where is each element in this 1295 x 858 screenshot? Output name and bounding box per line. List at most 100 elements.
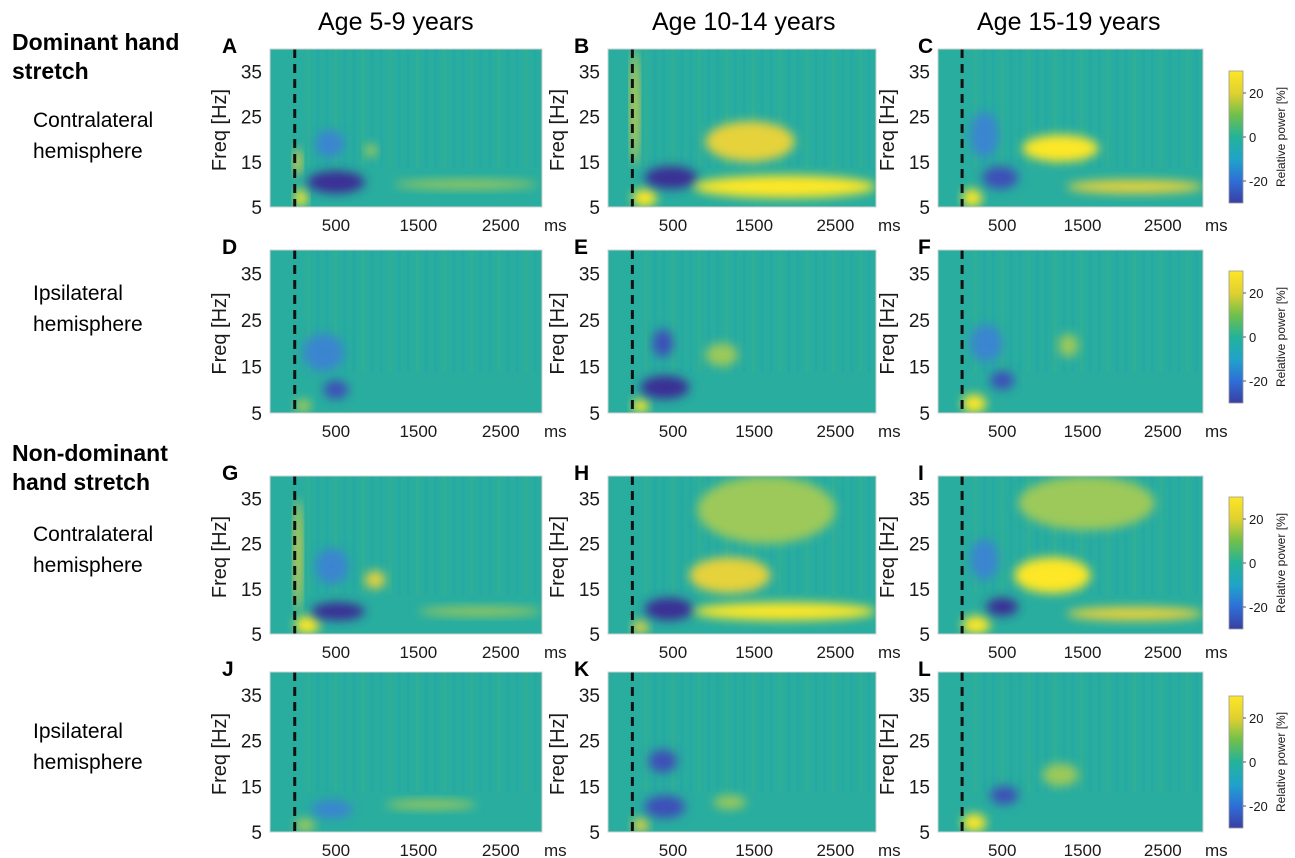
texture-streak: [1168, 49, 1172, 168]
texture-streak: [307, 672, 311, 792]
texture-streak: [823, 476, 827, 595]
y-axis-label: Freq [Hz]: [547, 516, 569, 598]
heatmap-panel-H: 35 25 15 5 Freq [Hz] 500 1500 2500 ms H: [547, 462, 901, 662]
row-label-contralateral-1: Contralateral hemisphere: [33, 105, 153, 167]
y-tick-label: 25: [579, 732, 600, 753]
heatmap-feature: [632, 188, 657, 207]
texture-streak: [461, 250, 465, 373]
texture-streak: [1177, 476, 1181, 595]
texture-streak: [397, 250, 401, 373]
heatmap-background: [270, 250, 542, 413]
texture-streak: [1080, 476, 1084, 595]
y-axis-label: Freq [Hz]: [547, 713, 569, 795]
panel-letter: F: [918, 236, 931, 259]
x-tick-label: 2500: [482, 216, 520, 235]
texture-streak: [1035, 672, 1039, 792]
texture-streak: [974, 49, 978, 168]
texture-streak: [424, 476, 428, 595]
heatmap-panel-D: 35 25 15 5 Freq [Hz] 500 1500 2500 ms D: [209, 236, 567, 441]
texture-streak: [1027, 672, 1031, 792]
heatmap-feature: [1066, 606, 1203, 621]
texture-streak: [823, 672, 827, 792]
texture-streak: [858, 250, 862, 373]
texture-streak: [814, 49, 818, 168]
texture-streak: [325, 49, 329, 168]
texture-streak: [689, 49, 693, 168]
column-title-age-15-19: Age 15-19 years: [977, 8, 1161, 36]
texture-streak: [334, 250, 338, 373]
y-axis-label: Freq [Hz]: [547, 292, 569, 374]
x-tick-label: 1500: [1064, 841, 1102, 858]
texture-streak: [1027, 476, 1031, 595]
heatmap-feature: [693, 175, 876, 198]
texture-streak: [778, 672, 782, 792]
texture-streak: [841, 476, 845, 595]
texture-streak: [452, 476, 456, 595]
texture-streak: [982, 49, 986, 168]
texture-streak: [415, 49, 419, 168]
x-unit-label: ms: [544, 643, 567, 662]
x-tick-label: 2500: [1144, 643, 1182, 662]
y-tick-label: 5: [251, 625, 262, 646]
panel-letter: D: [222, 236, 237, 259]
x-tick-label: 1500: [735, 841, 773, 858]
texture-streak: [388, 49, 392, 168]
texture-streak: [733, 49, 737, 168]
heatmap-feature: [970, 112, 999, 158]
texture-streak: [867, 672, 871, 792]
texture-streak: [497, 250, 501, 373]
plot-frame: [269, 671, 543, 833]
texture-streak: [805, 49, 809, 168]
colorbar-tick-label: 0: [1249, 130, 1256, 145]
texture-streak: [334, 672, 338, 792]
texture-streak: [733, 250, 737, 373]
texture-streak: [832, 250, 836, 373]
texture-streak: [805, 250, 809, 373]
texture-streak: [716, 49, 720, 168]
heatmap-feature: [962, 615, 991, 634]
texture-streak: [733, 672, 737, 792]
section-title-nondominant-line2: hand stretch: [12, 469, 151, 495]
texture-streak: [370, 476, 374, 595]
texture-streak: [461, 476, 465, 595]
texture-streak: [1115, 49, 1119, 168]
texture-streak: [515, 250, 519, 373]
texture-streak: [352, 672, 356, 792]
x-unit-label: ms: [878, 216, 901, 235]
column-title-age-5-9: Age 5-9 years: [318, 8, 474, 36]
texture-streak: [533, 672, 537, 792]
colorbar-gradient: [1228, 695, 1244, 829]
texture-streak: [1044, 672, 1048, 792]
texture-streak: [1088, 672, 1092, 792]
heatmap-feature: [311, 602, 365, 621]
colorbar-gradient: [1228, 496, 1244, 630]
heatmap-feature: [962, 813, 987, 832]
texture-streak: [488, 250, 492, 373]
texture-streak: [1018, 49, 1022, 168]
texture-streak: [796, 672, 800, 792]
texture-streak: [515, 49, 519, 168]
y-tick-label: 25: [909, 732, 930, 753]
texture-streak: [671, 49, 675, 168]
y-tick-label: 15: [241, 357, 262, 378]
y-tick-label: 25: [579, 535, 600, 556]
texture-streak: [707, 49, 711, 168]
texture-streak: [415, 672, 419, 792]
texture-streak: [653, 476, 657, 595]
texture-streak: [1009, 250, 1013, 373]
plot-frame: [607, 475, 877, 635]
panel-letter: B: [574, 35, 589, 58]
x-tick-label: 2500: [482, 422, 520, 441]
texture-streak: [1150, 250, 1154, 373]
texture-streak: [742, 672, 746, 792]
x-tick-label: 500: [322, 643, 350, 662]
texture-streak: [867, 476, 871, 595]
heatmap-feature: [311, 800, 353, 819]
y-axis-label: Freq [Hz]: [209, 89, 231, 171]
texture-streak: [406, 250, 410, 373]
texture-streak: [742, 49, 746, 168]
texture-streak: [991, 476, 995, 595]
row-label-ipsilateral-2: Ipsilateral hemisphere: [33, 716, 143, 778]
x-tick-label: 1500: [399, 216, 437, 235]
texture-streak: [1115, 672, 1119, 792]
